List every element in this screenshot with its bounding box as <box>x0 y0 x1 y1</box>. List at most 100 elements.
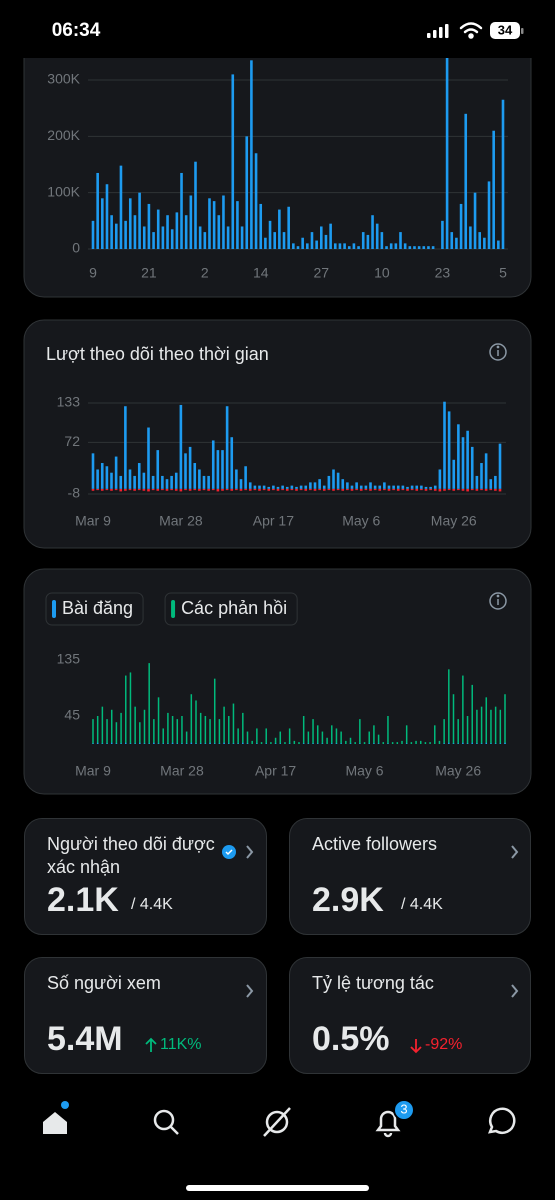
bar <box>373 725 375 744</box>
bar <box>256 728 258 744</box>
nav-grok[interactable] <box>263 1107 291 1137</box>
stat-card[interactable]: Active followers 2.9K / 4.4K <box>289 818 531 935</box>
bar <box>329 223 332 249</box>
stat-card[interactable]: Số người xem 5.4M 11K% <box>24 957 267 1074</box>
bar <box>494 743 497 744</box>
x-tick-label: Mar 28 <box>159 513 203 529</box>
bar <box>207 475 210 489</box>
bar <box>499 709 502 744</box>
card-value: 5.4M <box>47 1020 123 1058</box>
card-icons <box>410 984 519 1054</box>
y-tick-label: 72 <box>64 433 80 449</box>
bar <box>124 488 127 491</box>
bar <box>202 475 206 489</box>
bar <box>462 675 464 744</box>
bar <box>114 456 118 489</box>
bar <box>369 482 372 489</box>
bar <box>333 243 337 249</box>
bar <box>157 743 160 744</box>
home-dot <box>61 1101 69 1109</box>
bar <box>285 486 289 489</box>
bar <box>281 485 284 489</box>
card-title: Người theo dõi được xác nhận <box>47 834 215 877</box>
bar <box>91 453 95 489</box>
bar <box>304 485 308 489</box>
bar <box>166 215 169 249</box>
bar <box>309 488 312 491</box>
bar <box>301 237 304 249</box>
bar <box>134 706 136 744</box>
nav-notifications[interactable] <box>375 1110 401 1138</box>
bar <box>346 482 349 489</box>
bar <box>373 743 375 744</box>
bar <box>373 485 377 489</box>
bar <box>340 731 342 744</box>
card-title: Tỷ lệ tương tác <box>312 973 434 993</box>
bar <box>170 475 173 489</box>
bar <box>209 742 211 744</box>
bar <box>242 742 244 744</box>
bar <box>459 203 463 249</box>
bar <box>110 742 113 744</box>
bar <box>431 246 435 249</box>
nav-messages[interactable] <box>488 1107 516 1134</box>
bar <box>422 246 426 249</box>
bar <box>331 725 333 744</box>
bar <box>382 742 385 744</box>
stat-card[interactable]: Tỷ lệ tương tác 0.5% -92% <box>289 957 531 1074</box>
bar <box>184 488 187 491</box>
bar <box>310 232 314 249</box>
bar <box>147 427 150 489</box>
bar <box>143 709 146 744</box>
bar <box>443 401 446 489</box>
bar <box>267 486 271 489</box>
bar <box>497 240 500 249</box>
bar <box>302 716 305 744</box>
bar <box>225 406 229 489</box>
bar <box>240 226 244 249</box>
bar <box>276 488 280 491</box>
y-tick-label: -8 <box>68 485 81 501</box>
bar <box>377 743 380 744</box>
nav-home[interactable] <box>43 1112 67 1134</box>
bar <box>452 694 455 744</box>
bar <box>410 485 414 489</box>
bar <box>387 485 391 489</box>
bar <box>401 740 403 744</box>
bar <box>101 198 104 249</box>
bar <box>207 488 210 491</box>
bar <box>209 719 211 744</box>
bar <box>101 743 104 744</box>
bar <box>101 706 104 744</box>
bar <box>387 716 389 744</box>
card-title: Active followers <box>312 834 438 854</box>
nav-search[interactable] <box>153 1109 179 1135</box>
bar <box>368 731 370 744</box>
bar <box>148 743 150 744</box>
bar <box>217 215 221 249</box>
bar <box>296 246 300 249</box>
bar <box>332 488 335 491</box>
bar <box>270 742 272 744</box>
bar <box>433 485 437 489</box>
bar <box>250 60 253 249</box>
bar <box>176 719 179 744</box>
bar <box>119 165 123 249</box>
bar <box>189 195 193 249</box>
bar <box>332 469 335 489</box>
stat-card[interactable]: Người theo dõi được xác nhận 2.1K / 4.4K <box>24 818 267 935</box>
bar <box>133 215 137 249</box>
bar <box>489 479 493 489</box>
bar <box>96 742 99 744</box>
bar <box>484 453 488 489</box>
bar <box>385 246 388 249</box>
bar <box>134 743 136 744</box>
bar <box>448 669 450 744</box>
bar <box>259 203 263 249</box>
battery-level: 34 <box>498 22 513 37</box>
bar <box>288 743 291 744</box>
bar <box>246 731 249 744</box>
bar <box>133 475 136 489</box>
bar <box>279 743 282 744</box>
